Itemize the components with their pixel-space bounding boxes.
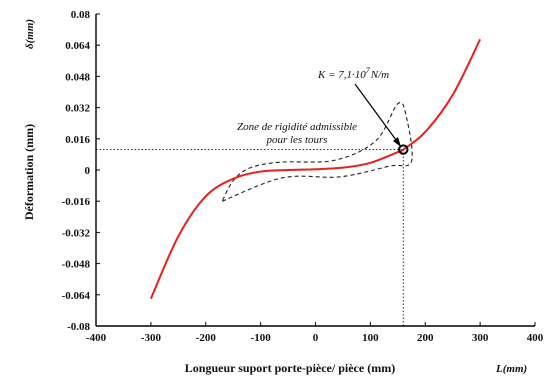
curve-layer <box>149 38 482 300</box>
highlight-point-marker <box>398 144 409 155</box>
x-tick-label: 200 <box>417 332 434 344</box>
y-tick-label: -0.016 <box>62 196 91 208</box>
stiffness-label: K = 7,1·107N/m <box>317 66 389 81</box>
y-tick-label: 0.032 <box>65 103 90 115</box>
y-tick-label: 0 <box>85 165 91 177</box>
x-tick-label: 400 <box>527 332 544 344</box>
y-tick-label: 0.048 <box>65 71 90 83</box>
y-unit-label: δ(mm) <box>24 19 36 49</box>
y-tick-label: -0.032 <box>62 227 91 239</box>
stiffness-label-exponent: 7 <box>366 66 371 75</box>
zone-label-line1: Zone de rigidité admissible <box>237 121 357 133</box>
x-tick-label: 100 <box>362 332 379 344</box>
zone-outline <box>221 101 413 202</box>
x-tick-label: 300 <box>472 332 489 344</box>
x-tick-label: -100 <box>251 332 272 344</box>
y-tick-label: 0.016 <box>65 134 90 146</box>
zone-label-line2: pour les tours <box>265 134 327 146</box>
x-unit-label: L(mm) <box>495 363 527 375</box>
x-tick-label: -400 <box>86 332 107 344</box>
stiffness-arrowhead <box>393 137 401 147</box>
x-tick-label: 0 <box>313 332 319 344</box>
y-tick-label: -0.048 <box>62 259 91 271</box>
x-axis-title: Longueur suport porte-pièce/ pièce (mm) <box>185 361 395 375</box>
stiffness-arrow <box>354 83 400 145</box>
y-tick-label: 0.064 <box>65 40 90 52</box>
axes-layer <box>95 14 535 327</box>
guide-layer <box>96 149 404 326</box>
stiffness-label-main: K = 7,1·10 <box>317 69 366 81</box>
x-tick-label: -300 <box>141 332 162 344</box>
series-line <box>149 38 482 300</box>
y-axis-title: Déformation (mm) <box>22 124 36 220</box>
y-tick-label: -0.08 <box>67 321 90 333</box>
stiffness-label-unit: N/m <box>370 69 389 81</box>
y-tick-label: 0.08 <box>71 9 91 21</box>
zone-layer <box>221 101 413 202</box>
x-tick-label: -200 <box>196 332 217 344</box>
y-tick-label: -0.064 <box>62 290 91 302</box>
ticks-layer: -400 -300 -200 -100 0 100 200 300 400 0.08 0.064 0.… <box>62 9 544 344</box>
